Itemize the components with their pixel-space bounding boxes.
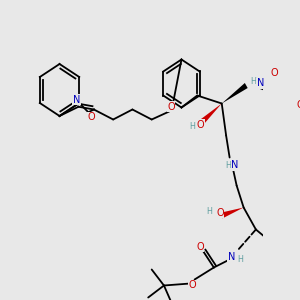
- Polygon shape: [201, 103, 222, 124]
- Text: H: H: [189, 122, 195, 131]
- Text: O: O: [87, 112, 95, 122]
- Text: O: O: [196, 242, 204, 251]
- Text: N: N: [228, 253, 235, 262]
- Text: H: H: [225, 161, 231, 170]
- Text: H: H: [206, 207, 212, 216]
- Text: O: O: [271, 68, 278, 77]
- Text: O: O: [188, 280, 196, 290]
- Text: O: O: [197, 119, 205, 130]
- Polygon shape: [221, 208, 244, 218]
- Polygon shape: [222, 83, 248, 104]
- Text: N: N: [256, 79, 264, 88]
- Text: N: N: [231, 160, 239, 170]
- Text: H: H: [250, 77, 256, 86]
- Text: N: N: [73, 95, 80, 105]
- Text: O: O: [216, 208, 224, 218]
- Text: O: O: [297, 100, 300, 110]
- Text: O: O: [167, 101, 175, 112]
- Text: H: H: [237, 255, 243, 264]
